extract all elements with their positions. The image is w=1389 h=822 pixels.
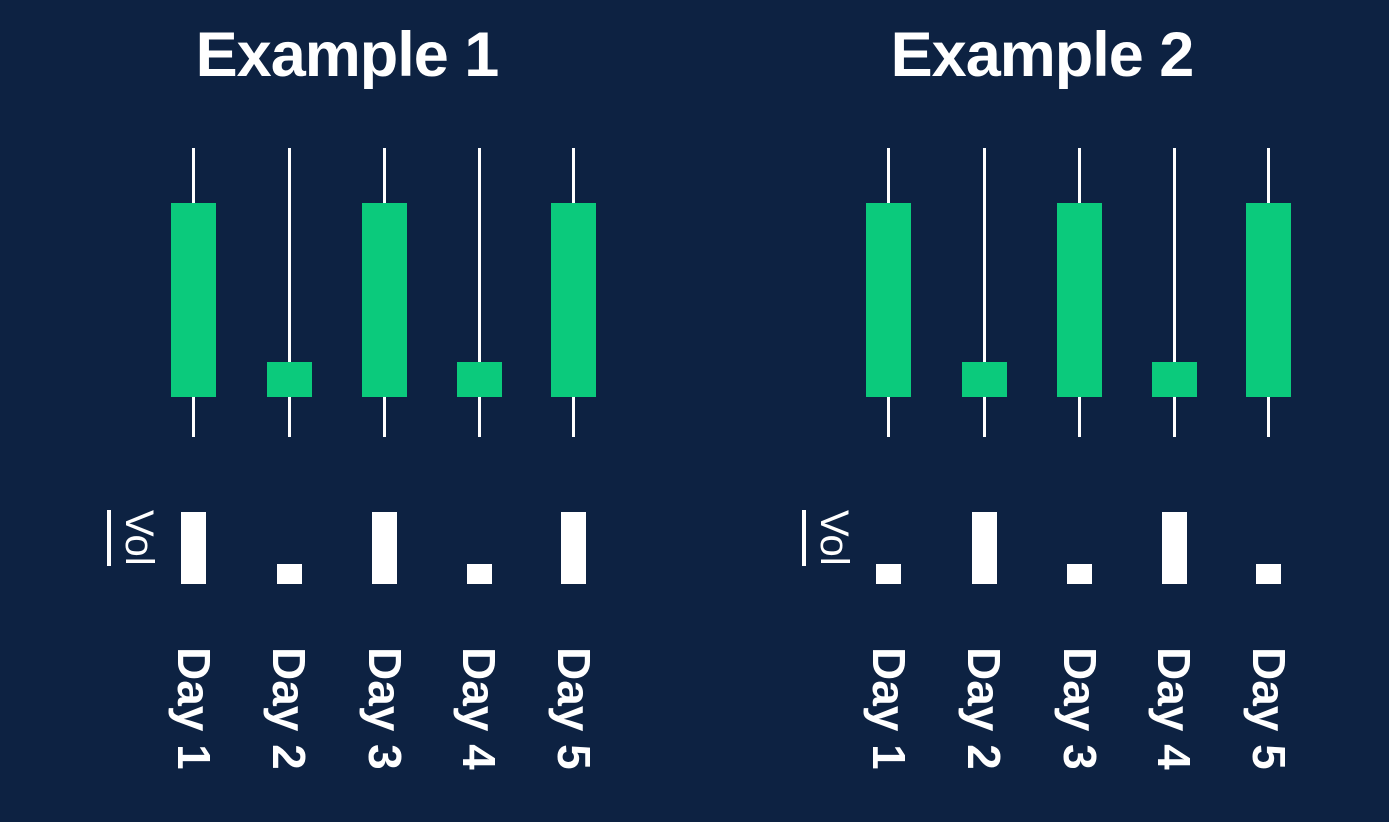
x-axis-label-text: Day 5 [547,647,600,770]
volume-bar [1161,512,1187,584]
candle-body [1151,361,1197,397]
candle-body [171,202,216,397]
candle-body [1057,202,1102,397]
x-axis-label-text: Day 4 [1148,647,1200,770]
x-axis-label-text: Day 2 [263,647,315,770]
chart-title: Example 2 [890,20,1195,90]
volume-bar [561,512,586,584]
volume-axis-label-text: Vol [802,510,856,566]
volume-axis-label-text: Vol [107,510,161,566]
x-axis-label-text: Day 2 [958,647,1010,770]
volume-bar [466,563,492,584]
candlestick-volume-plot: Day 1 Day 2 Day 3 Day 4 Day 5 [695,0,1389,822]
volume-bar [372,512,397,584]
volume-bar [181,512,206,584]
x-axis-label-text: Day 4 [453,647,505,770]
volume-bar [876,563,901,584]
x-axis-label-text: Day 5 [1242,647,1295,770]
volume-bar [971,512,997,584]
volume-bar [1067,563,1092,584]
candle-wick [287,148,291,437]
example-2-panel: Example 2 Day 1 Day 2 Day 3 Day 4 Day 5 Vol [695,0,1389,822]
candle-body [362,202,407,397]
x-axis-label-text: Day 1 [167,647,220,770]
candle-wick [982,148,986,437]
candle-body [266,361,312,397]
volume-bar [1256,563,1281,584]
candlestick-volume-plot: Day 1 Day 2 Day 3 Day 4 Day 5 [0,0,694,822]
candle-wick [477,148,481,437]
x-axis-label-text: Day 3 [1053,647,1106,770]
candle-body [961,361,1007,397]
candle-body [456,361,502,397]
candle-body [866,202,911,397]
x-axis-label-text: Day 3 [358,647,411,770]
candle-wick [1172,148,1176,437]
volume-bar [276,563,302,584]
example-1-panel: Example 1 Day 1 Day 2 Day 3 Day 4 Day 5 Vol [0,0,694,822]
candle-body [1246,202,1291,397]
chart-title: Example 1 [195,20,500,90]
candle-body [551,202,596,397]
x-axis-label-text: Day 1 [862,647,915,770]
